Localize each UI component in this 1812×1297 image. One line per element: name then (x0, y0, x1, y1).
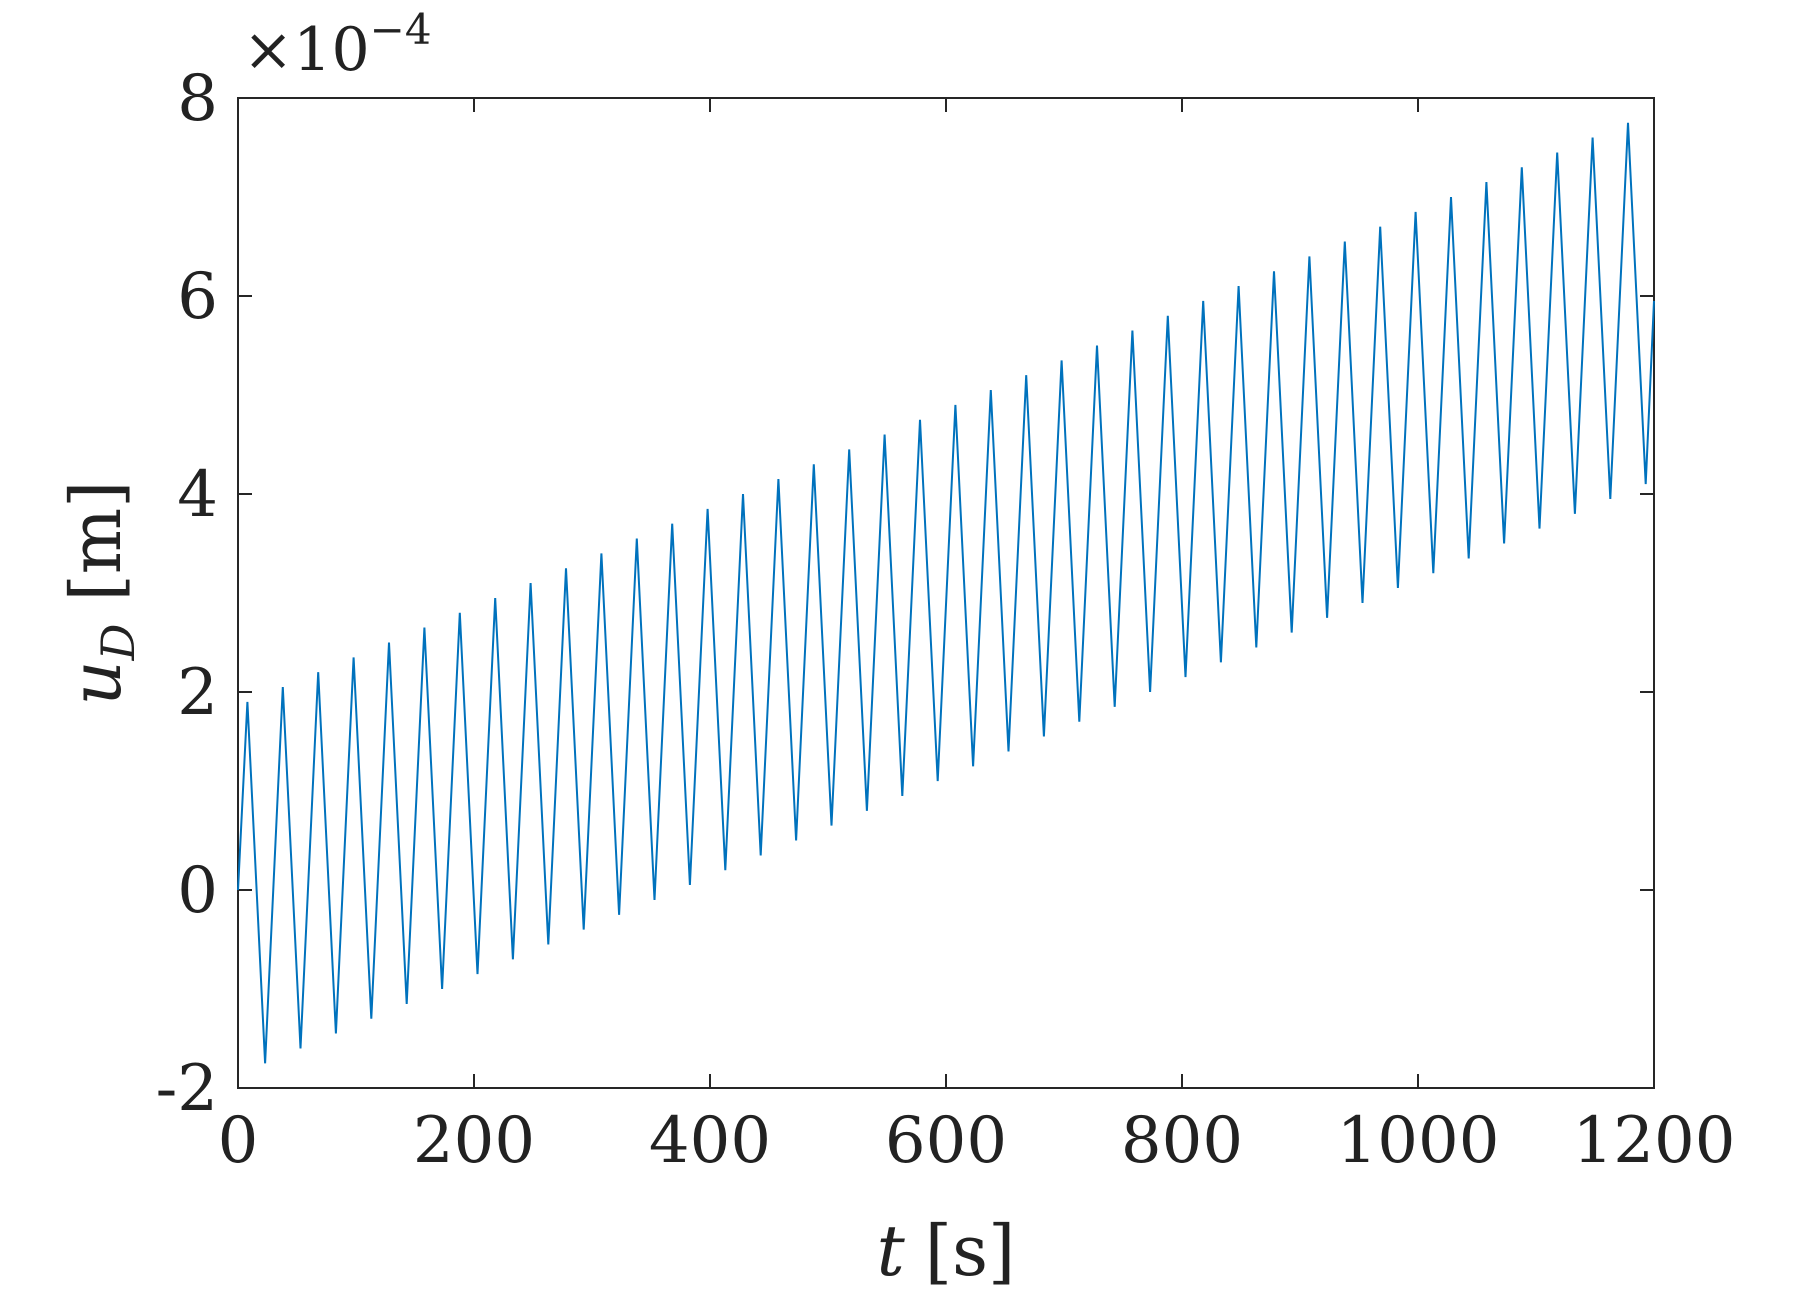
x-tick-label: 0 (218, 1104, 259, 1178)
y-exponent-base: ×10 (243, 15, 370, 85)
x-tick-label: 800 (1121, 1104, 1243, 1178)
x-tick-label: 600 (885, 1104, 1007, 1178)
x-axis-variable: t (877, 1210, 906, 1292)
y-axis-ticks (238, 97, 1654, 1089)
y-axis-unit: [m] (55, 481, 137, 602)
y-tick-label: 0 (177, 854, 218, 928)
y-axis-variable: u (55, 660, 137, 705)
y-axis-subscript: D (91, 624, 145, 662)
x-axis-tick-labels: 0 200 400 600 800 1000 1200 (218, 1104, 1736, 1178)
y-tick-label: 8 (177, 62, 218, 136)
y-exponent-label: ×10−4 (243, 5, 432, 85)
y-exponent-power: −4 (370, 5, 432, 54)
x-axis-unit: [s] (925, 1210, 1016, 1292)
y-tick-label: 6 (177, 260, 218, 334)
y-tick-label: -2 (156, 1052, 218, 1126)
y-tick-label: 2 (177, 656, 218, 730)
series-line (237, 122, 1655, 1064)
x-axis-ticks (237, 98, 1655, 1088)
y-axis-label: uD [m] (55, 481, 145, 706)
x-tick-label: 1200 (1573, 1104, 1736, 1178)
y-tick-label: 4 (177, 458, 218, 532)
x-tick-label: 200 (413, 1104, 535, 1178)
y-axis-tick-labels: -2 0 2 4 6 8 (156, 62, 218, 1126)
x-tick-label: 1000 (1337, 1104, 1500, 1178)
x-axis-label: t [s] (877, 1210, 1016, 1292)
x-tick-label: 400 (649, 1104, 771, 1178)
